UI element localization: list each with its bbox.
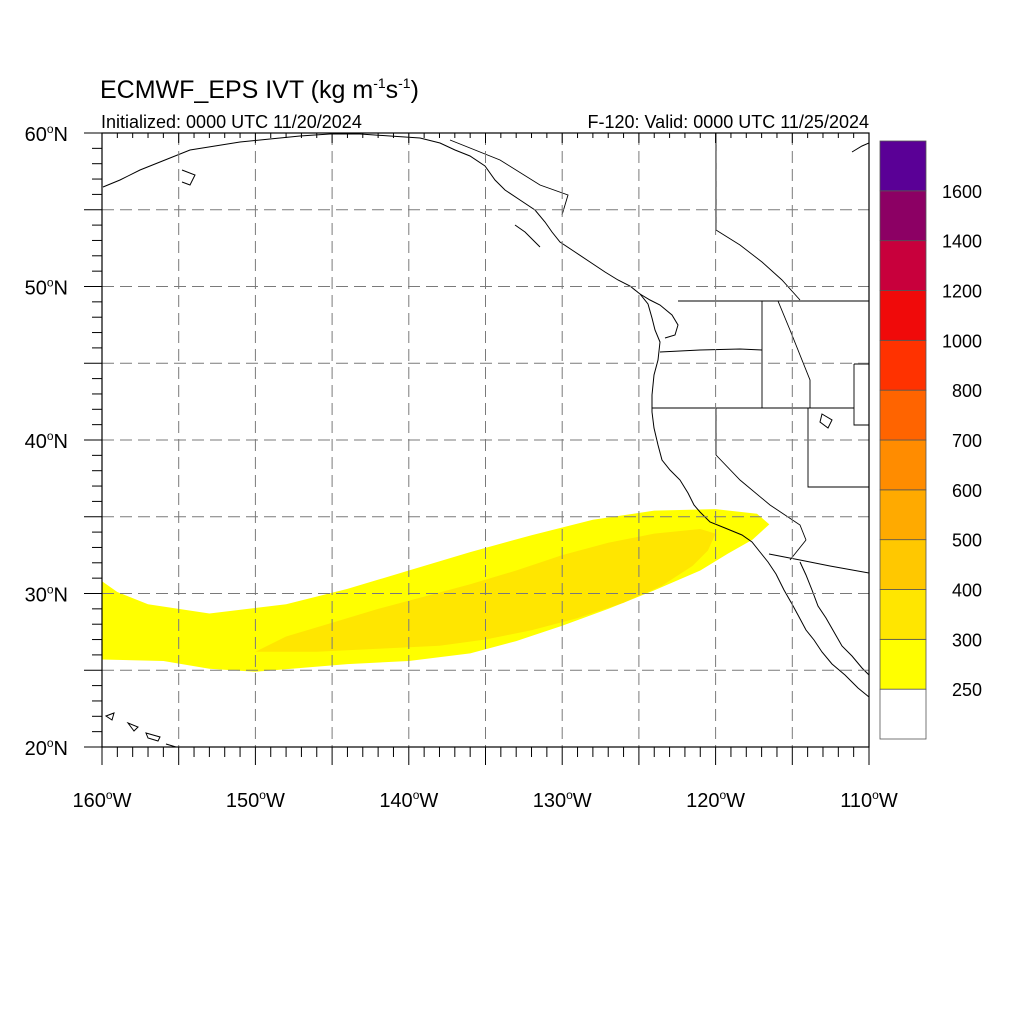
map-plot-area: 160oW 150oW 140oW 130oW 120oW 110oW 60oN 50oN 40… — [25, 122, 898, 812]
colorbar-label: 300 — [952, 630, 982, 650]
lon-label: 130oW — [533, 788, 592, 812]
colorbar-swatch — [879, 240, 927, 291]
lat-label: 20oN — [25, 736, 68, 760]
colorbar-label: 400 — [952, 581, 982, 601]
lat-label: 60oN — [25, 122, 68, 146]
valid-time-label: F-120: Valid: 0000 UTC 11/25/2024 — [587, 112, 869, 132]
lat-label: 40oN — [25, 429, 68, 453]
colorbar-label: 1600 — [942, 182, 982, 202]
colorbar-swatch — [879, 489, 927, 541]
lat-label: 50oN — [25, 276, 68, 300]
figure-title: ECMWF_EPS IVT (kg m-1s-1) — [100, 75, 419, 104]
ivt-colorbar: 250 300 400 500 600 700 800 1000 1200 1400 1600 — [879, 140, 982, 740]
colorbar-label: 800 — [952, 381, 982, 401]
colorbar-label: 1400 — [942, 232, 982, 252]
lon-label: 140oW — [379, 788, 438, 812]
colorbar-swatch — [879, 190, 927, 242]
lon-label: 150oW — [226, 788, 285, 812]
colorbar-swatch — [879, 539, 927, 590]
colorbar-label: 1000 — [942, 331, 982, 351]
init-time-label: Initialized: 0000 UTC 11/20/2024 — [101, 112, 362, 132]
colorbar-swatch — [879, 638, 927, 690]
colorbar-label: 1200 — [942, 282, 982, 302]
axis-labels: 160oW 150oW 140oW 130oW 120oW 110oW 60oN 50oN 40… — [25, 122, 898, 812]
lon-label: 160oW — [73, 788, 132, 812]
colorbar-swatch — [879, 290, 927, 341]
colorbar-label: 700 — [952, 431, 982, 451]
colorbar-swatch — [879, 389, 927, 441]
colorbar-swatch — [879, 688, 927, 740]
graticule — [102, 133, 869, 747]
colorbar-label: 500 — [952, 531, 982, 551]
colorbar-label: 250 — [952, 680, 982, 700]
colorbar-swatch — [879, 589, 927, 640]
colorbar-swatch — [879, 439, 927, 491]
colorbar-swatch — [879, 339, 927, 391]
lat-label: 30oN — [25, 583, 68, 607]
axis-ticks — [84, 132, 870, 765]
lon-label: 120oW — [686, 788, 745, 812]
colorbar-label: 600 — [952, 481, 982, 501]
lon-label: 110oW — [840, 788, 898, 812]
colorbar-swatch — [879, 140, 927, 192]
